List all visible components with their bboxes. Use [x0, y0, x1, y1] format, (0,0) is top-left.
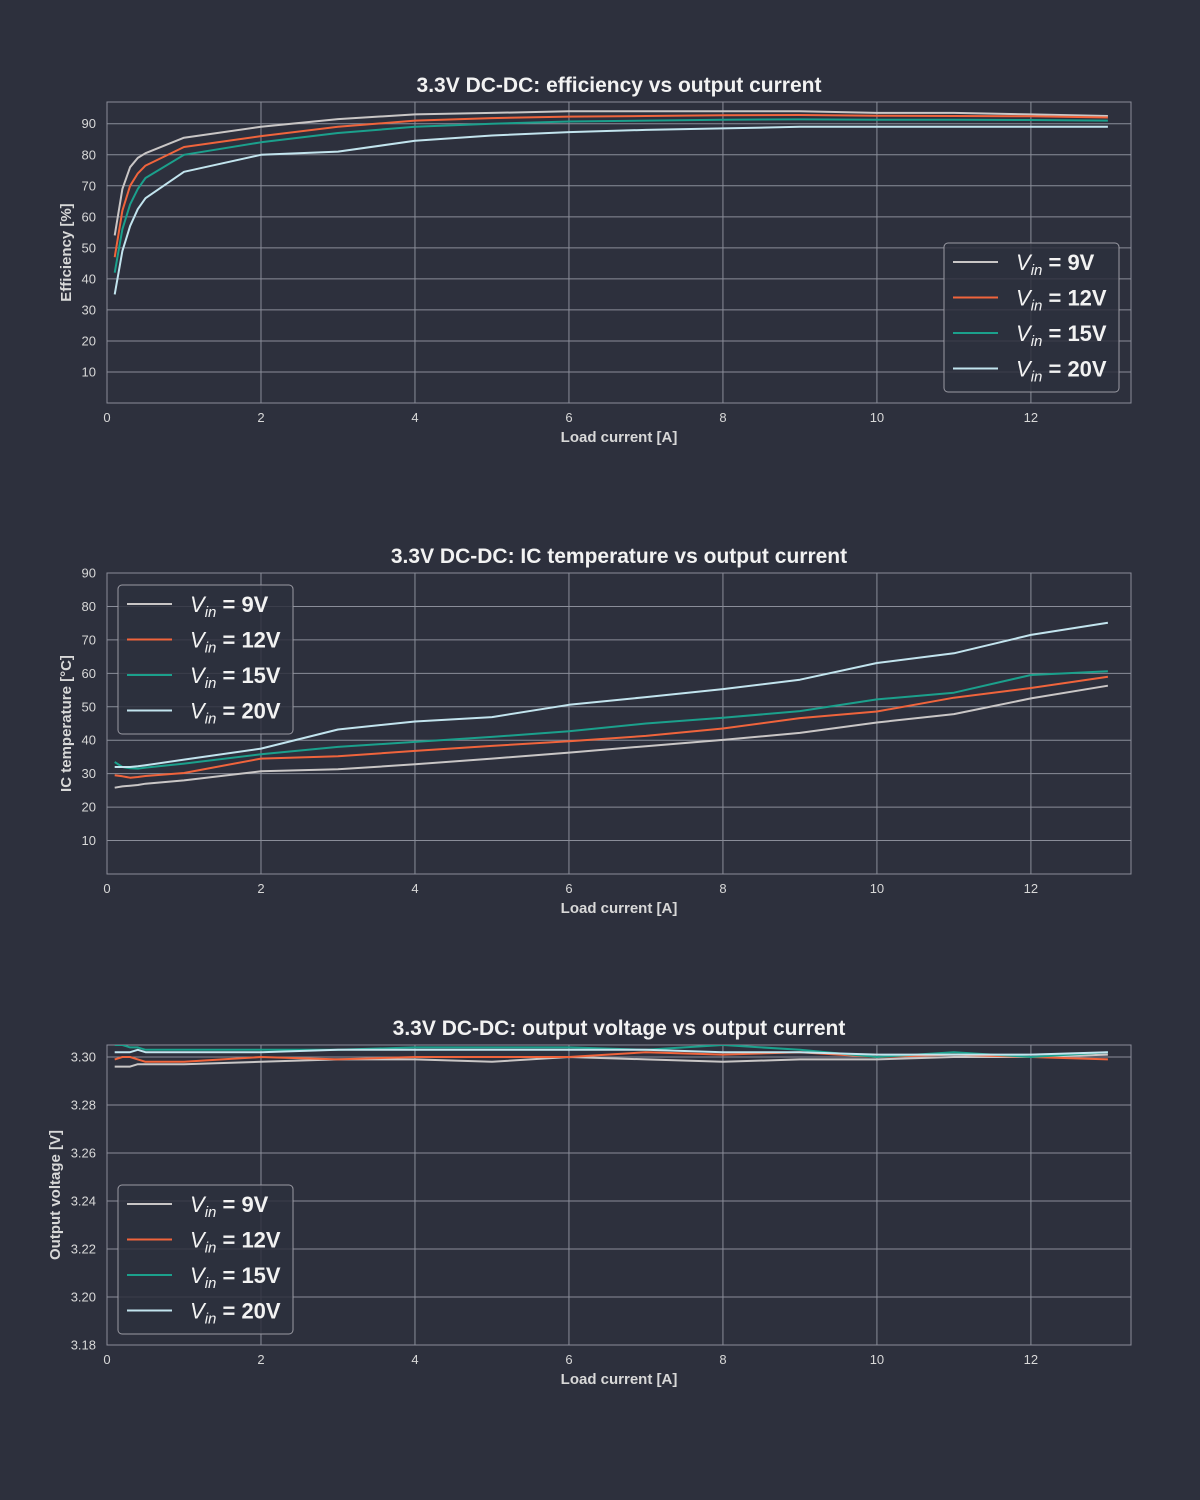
x-tick-label: 0: [103, 881, 110, 896]
legend-label: Vin = 12V: [190, 628, 281, 657]
x-tick-label: 10: [870, 881, 884, 896]
y-tick-label: 40: [82, 733, 96, 748]
legend-label: Vin = 20V: [1016, 357, 1107, 386]
legend-label: Vin = 12V: [1016, 286, 1107, 315]
y-tick-label: 3.18: [71, 1338, 96, 1353]
x-axis-label: Load current [A]: [561, 429, 678, 446]
series-line-vin-12v: [113, 114, 1108, 258]
legend: Vin = 9V Vin = 12V Vin = 15V Vin = 20V: [117, 584, 294, 735]
x-tick-label: 4: [411, 410, 418, 425]
series-lines: [114, 1045, 1108, 1068]
y-axis-label: Output voltage [V]: [47, 1130, 64, 1260]
series-line-vin-15v: [114, 1045, 1108, 1058]
y-tick-label: 90: [82, 566, 96, 581]
y-tick-label: 3.26: [71, 1146, 96, 1161]
plot-frame: [106, 572, 1132, 875]
legend-box: [117, 1184, 294, 1335]
legend: Vin = 9V Vin = 12V Vin = 15V Vin = 20V: [943, 242, 1120, 393]
legend-label: Vin = 12V: [190, 1228, 281, 1257]
x-tick-label: 8: [719, 1352, 726, 1367]
x-tick-label: 10: [870, 1352, 884, 1367]
x-tick-label: 6: [565, 1352, 572, 1367]
y-tick-label: 60: [82, 209, 96, 224]
y-tick-label: 40: [82, 271, 96, 286]
x-tick-label: 0: [103, 1352, 110, 1367]
y-tick-label: 10: [82, 833, 96, 848]
x-tick-label: 0: [103, 410, 110, 425]
x-tick-label: 2: [257, 1352, 264, 1367]
x-tick-label: 12: [1024, 881, 1038, 896]
series-line-vin-15v: [114, 670, 1108, 770]
chart-2: 0 2 4 6 8 10 12 10 20 30 40 50 60 70 80 90 3.3V DC-DC: I…: [58, 545, 1132, 917]
y-tick-label: 20: [82, 333, 96, 348]
x-tick-label: 12: [1024, 1352, 1038, 1367]
x-axis-label: Load current [A]: [561, 900, 678, 917]
y-tick-label: 50: [82, 240, 96, 255]
y-axis-label: Efficiency [%]: [58, 203, 75, 301]
series-lines: [113, 110, 1108, 295]
x-tick-label: 6: [565, 881, 572, 896]
chart-1: 0 2 4 6 8 10 12 10 20 30 40 50 60 70 80 90 3.3V DC-DC: e…: [58, 74, 1132, 446]
plot-frame: [106, 1044, 1132, 1346]
legend-label: Vin = 15V: [190, 1263, 281, 1292]
legend-label: Vin = 9V: [1016, 250, 1095, 279]
series-lines: [114, 621, 1109, 789]
x-tick-label: 4: [411, 881, 418, 896]
x-tick-label: 10: [870, 410, 884, 425]
y-tick-label: 80: [82, 599, 96, 614]
legend-label: Vin = 15V: [190, 663, 281, 692]
legend-label: Vin = 15V: [1016, 321, 1107, 350]
y-tick-label: 30: [82, 302, 96, 317]
legend-label: Vin = 9V: [190, 1192, 269, 1221]
x-tick-label: 6: [565, 410, 572, 425]
y-tick-label: 20: [82, 800, 96, 815]
y-tick-label: 90: [82, 116, 96, 131]
chart-3: 0 2 4 6 8 10 12 3.18 3.20 3.22 3.24 3.26 3.28 3.30 3.3…: [47, 1017, 1132, 1388]
legend-label: Vin = 20V: [190, 699, 281, 728]
y-tick-label: 50: [82, 699, 96, 714]
y-tick-label: 60: [82, 666, 96, 681]
x-tick-label: 8: [719, 410, 726, 425]
y-tick-label: 70: [82, 632, 96, 647]
series-line-vin-20v: [114, 621, 1109, 768]
y-tick-label: 70: [82, 178, 96, 193]
chart-title: 3.3V DC-DC: IC temperature vs output cur…: [391, 545, 847, 568]
y-axis-label: IC temperature [°C]: [58, 655, 75, 792]
series-line-vin-9v: [114, 1053, 1108, 1068]
series-line-vin-20v: [114, 1048, 1108, 1056]
y-tick-label: 10: [82, 364, 96, 379]
legend-box: [943, 242, 1120, 393]
chart-title: 3.3V DC-DC: output voltage vs output cur…: [393, 1017, 846, 1040]
y-tick-label: 80: [82, 147, 96, 162]
y-tick-label: 3.28: [71, 1098, 96, 1113]
legend-box: [117, 584, 294, 735]
series-line-vin-20v: [113, 125, 1108, 295]
x-tick-label: 2: [257, 410, 264, 425]
y-tick-label: 3.24: [71, 1194, 96, 1209]
series-line-vin-12v: [114, 675, 1109, 779]
y-tick-label: 3.20: [71, 1290, 96, 1305]
series-line-vin-9v: [113, 110, 1108, 236]
x-tick-label: 2: [257, 881, 264, 896]
x-tick-label: 12: [1024, 410, 1038, 425]
y-tick-label: 3.30: [71, 1050, 96, 1065]
plot-frame: [106, 101, 1132, 404]
x-axis-label: Load current [A]: [561, 1371, 678, 1388]
legend: Vin = 9V Vin = 12V Vin = 15V Vin = 20V: [117, 1184, 294, 1335]
series-line-vin-9v: [114, 684, 1109, 789]
legend-label: Vin = 20V: [190, 1299, 281, 1328]
y-tick-label: 3.22: [71, 1242, 96, 1257]
chart-title: 3.3V DC-DC: efficiency vs output current: [417, 74, 822, 97]
y-tick-label: 30: [82, 766, 96, 781]
x-tick-label: 4: [411, 1352, 418, 1367]
series-line-vin-15v: [113, 118, 1108, 273]
legend-label: Vin = 9V: [190, 592, 269, 621]
x-tick-label: 8: [719, 881, 726, 896]
